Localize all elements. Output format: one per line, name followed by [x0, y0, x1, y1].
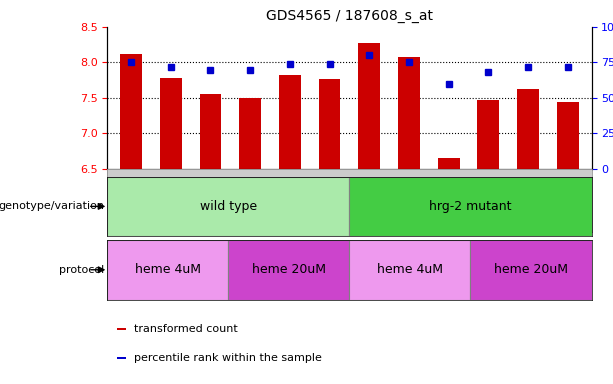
Text: protocol: protocol — [59, 265, 104, 275]
Bar — [200, 94, 221, 169]
Bar — [228, 240, 349, 300]
Bar — [349, 240, 471, 300]
Text: hrg-2 mutant: hrg-2 mutant — [429, 200, 512, 213]
Text: heme 20uM: heme 20uM — [252, 263, 326, 276]
Bar — [107, 177, 349, 236]
Bar — [239, 98, 261, 169]
Text: heme 4uM: heme 4uM — [135, 263, 201, 276]
Bar — [117, 328, 126, 330]
Text: heme 20uM: heme 20uM — [494, 263, 568, 276]
Bar — [398, 57, 420, 169]
Text: genotype/variation: genotype/variation — [0, 201, 104, 212]
Bar — [438, 158, 460, 169]
Bar — [117, 357, 126, 359]
Bar — [478, 100, 499, 169]
Bar — [359, 43, 380, 169]
Bar — [557, 102, 579, 169]
Bar — [349, 177, 592, 236]
Title: GDS4565 / 187608_s_at: GDS4565 / 187608_s_at — [266, 9, 433, 23]
Text: wild type: wild type — [200, 200, 257, 213]
Text: percentile rank within the sample: percentile rank within the sample — [134, 353, 322, 363]
Text: transformed count: transformed count — [134, 324, 238, 334]
Bar — [160, 78, 181, 169]
Bar — [279, 75, 301, 169]
Bar — [471, 240, 592, 300]
Bar — [120, 54, 142, 169]
Bar — [517, 89, 539, 169]
Text: heme 4uM: heme 4uM — [377, 263, 443, 276]
Bar — [107, 240, 228, 300]
Bar — [319, 79, 340, 169]
